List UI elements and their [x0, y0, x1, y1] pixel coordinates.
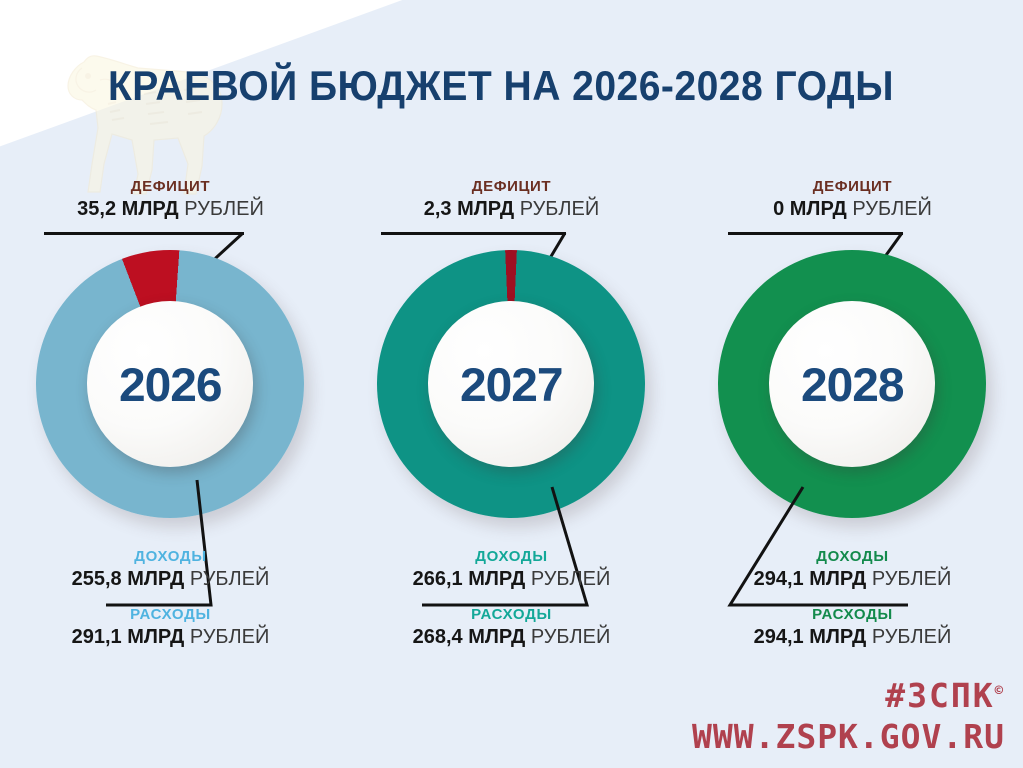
revenue-label-2028: ДОХОДЫ	[816, 548, 889, 565]
deficit-label-2028: ДЕФИЦИТ	[812, 178, 893, 195]
revenue-amount-2028: 294,1 МЛРД РУБЛЕЙ	[682, 568, 1023, 591]
deficit-block-2026: ДЕФИЦИТ 35,2 МЛРД РУБЛЕЙ	[0, 178, 341, 221]
expense-label-2027: РАСХОДЫ	[471, 606, 552, 623]
deficit-value-2027: 2,3 МЛРД	[423, 198, 515, 220]
deficit-unit-2027: РУБЛЕЙ	[519, 198, 600, 220]
deficit-value-2026: 35,2 МЛРД	[77, 198, 179, 220]
expense-unit-2028: РУБЛЕЙ	[871, 626, 952, 648]
year-label-2027: 2027	[459, 357, 564, 411]
expense-unit-2026: РУБЛЕЙ	[189, 626, 270, 648]
expense-amount-2028: 294,1 МЛРД РУБЛЕЙ	[682, 626, 1023, 649]
copyright-icon: ©	[994, 683, 1005, 699]
figures-block-2027: ДОХОДЫ 266,1 МЛРД РУБЛЕЙ РАСХОДЫ 268,4 М…	[341, 548, 682, 649]
donut-chart-2027: 2027	[377, 250, 645, 518]
donut-chart-2028: 2028	[718, 250, 986, 518]
year-label-2028: 2028	[800, 357, 905, 411]
year-column-2028: ДЕФИЦИТ 0 МЛРД РУБЛЕЙ 2028 ДОХОДЫ 294,1 …	[682, 0, 1023, 768]
figures-block-2028: ДОХОДЫ 294,1 МЛРД РУБЛЕЙ РАСХОДЫ 294,1 М…	[682, 548, 1023, 649]
deficit-amount-2027: 2,3 МЛРД РУБЛЕЙ	[341, 198, 682, 221]
year-label-2026: 2026	[118, 357, 223, 411]
expense-label-2026: РАСХОДЫ	[130, 606, 211, 623]
expense-unit-2027: РУБЛЕЙ	[530, 626, 611, 648]
deficit-block-2028: ДЕФИЦИТ 0 МЛРД РУБЛЕЙ	[682, 178, 1023, 221]
expense-label-2028: РАСХОДЫ	[812, 606, 893, 623]
revenue-unit-2027: РУБЛЕЙ	[530, 568, 611, 590]
donut-center-2028: 2028	[769, 301, 935, 467]
revenue-amount-2026: 255,8 МЛРД РУБЛЕЙ	[0, 568, 341, 591]
logo-block[interactable]: #ЗСПК© WWW.ZSPK.GOV.RU	[692, 676, 1005, 756]
expense-value-2028: 294,1 МЛРД	[753, 626, 867, 648]
deficit-block-2027: ДЕФИЦИТ 2,3 МЛРД РУБЛЕЙ	[341, 178, 682, 221]
revenue-unit-2026: РУБЛЕЙ	[189, 568, 270, 590]
deficit-amount-2028: 0 МЛРД РУБЛЕЙ	[682, 198, 1023, 221]
deficit-value-2028: 0 МЛРД	[773, 198, 847, 220]
donut-chart-2026: 2026	[36, 250, 304, 518]
deficit-amount-2026: 35,2 МЛРД РУБЛЕЙ	[0, 198, 341, 221]
revenue-amount-2027: 266,1 МЛРД РУБЛЕЙ	[341, 568, 682, 591]
revenue-unit-2028: РУБЛЕЙ	[871, 568, 952, 590]
deficit-underline-2027	[381, 232, 566, 235]
year-column-2026: ДЕФИЦИТ 35,2 МЛРД РУБЛЕЙ 2026 ДОХОДЫ 255…	[0, 0, 341, 768]
logo-hashtag: #ЗСПК©	[885, 676, 1005, 715]
expense-amount-2026: 291,1 МЛРД РУБЛЕЙ	[0, 626, 341, 649]
deficit-unit-2028: РУБЛЕЙ	[852, 198, 932, 220]
revenue-value-2028: 294,1 МЛРД	[753, 568, 867, 590]
expense-value-2026: 291,1 МЛРД	[71, 626, 185, 648]
donut-center-2027: 2027	[428, 301, 594, 467]
revenue-value-2026: 255,8 МЛРД	[71, 568, 185, 590]
revenue-label-2026: ДОХОДЫ	[134, 548, 207, 565]
deficit-underline-2026	[44, 232, 244, 235]
expense-amount-2027: 268,4 МЛРД РУБЛЕЙ	[341, 626, 682, 649]
page-title: КРАЕВОЙ БЮДЖЕТ НА 2026-2028 ГОДЫ	[108, 62, 894, 109]
expense-value-2027: 268,4 МЛРД	[412, 626, 526, 648]
tiger-watermark-icon	[67, 55, 223, 195]
donut-center-2026: 2026	[87, 301, 253, 467]
revenue-value-2027: 266,1 МЛРД	[412, 568, 526, 590]
year-column-2027: ДЕФИЦИТ 2,3 МЛРД РУБЛЕЙ 2027 ДОХОДЫ 266,…	[341, 0, 682, 768]
figures-block-2026: ДОХОДЫ 255,8 МЛРД РУБЛЕЙ РАСХОДЫ 291,1 М…	[0, 548, 341, 649]
deficit-unit-2026: РУБЛЕЙ	[184, 198, 264, 220]
deficit-label-2027: ДЕФИЦИТ	[471, 178, 552, 195]
deficit-underline-2028	[728, 232, 903, 235]
logo-url[interactable]: WWW.ZSPK.GOV.RU	[691, 717, 1005, 756]
deficit-label-2026: ДЕФИЦИТ	[130, 178, 211, 195]
logo-hashtag-text: #ЗСПК	[885, 676, 995, 715]
revenue-label-2027: ДОХОДЫ	[475, 548, 548, 565]
